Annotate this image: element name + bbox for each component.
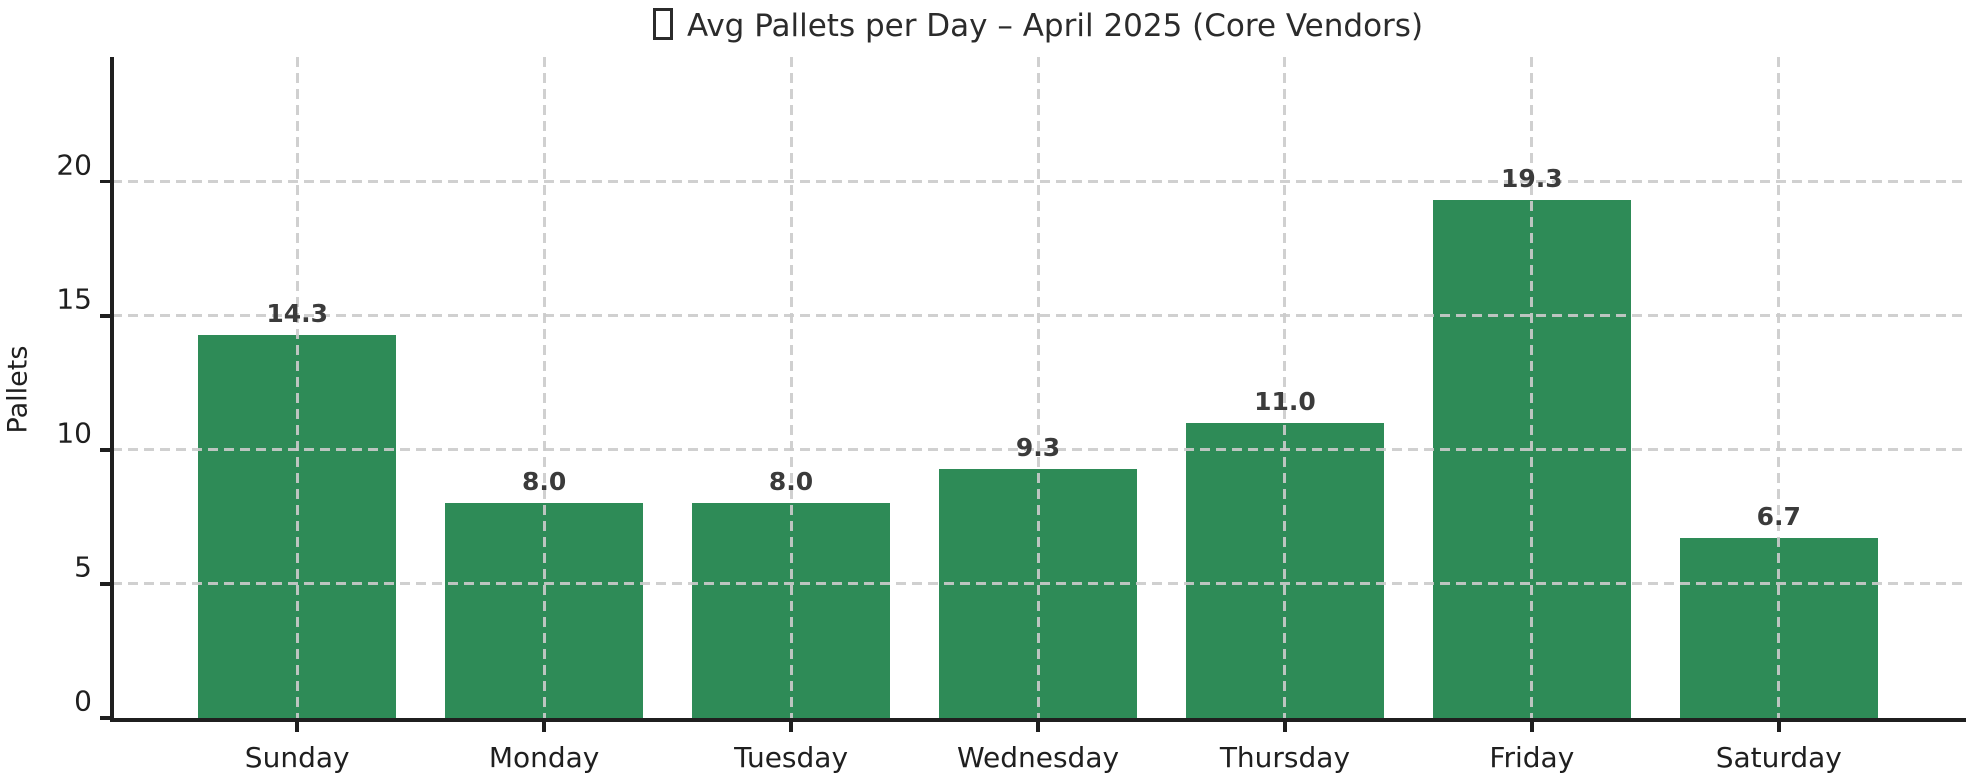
bar-value-friday: 19.3	[1501, 164, 1563, 194]
x-tick-mark-sunday	[295, 722, 299, 732]
x-tick-label-friday: Friday	[1489, 741, 1575, 774]
y-tick-label-0: 0	[74, 684, 92, 718]
bar-value-sunday: 14.3	[266, 298, 329, 328]
x-tick-mark-thursday	[1283, 722, 1287, 732]
v-gridline-friday	[1530, 57, 1534, 718]
v-gridline-tuesday	[789, 57, 793, 718]
y-tick-mark-5	[100, 582, 110, 586]
v-gridline-sunday	[295, 57, 299, 718]
x-tick-label-monday: Monday	[488, 741, 600, 774]
v-gridline-wednesday	[1036, 57, 1040, 718]
chart-title: Avg Pallets per Day – April 2025 (Core V…	[112, 8, 1964, 44]
y-tick-mark-15	[100, 314, 110, 318]
x-tick-mark-tuesday	[789, 722, 793, 732]
x-axis-spine	[110, 718, 1966, 722]
x-tick-mark-monday	[542, 722, 546, 732]
x-tick-label-sunday: Sunday	[244, 741, 350, 774]
y-tick-mark-0	[100, 716, 110, 720]
v-gridline-monday	[542, 57, 546, 718]
v-gridline-saturday	[1777, 57, 1781, 718]
x-tick-label-tuesday: Tuesday	[734, 741, 849, 774]
y-tick-label-5: 5	[74, 550, 92, 584]
chart-title-text: Avg Pallets per Day – April 2025 (Core V…	[686, 8, 1424, 44]
bar-value-tuesday: 8.0	[768, 467, 814, 497]
y-axis-spine	[110, 57, 114, 722]
x-tick-mark-wednesday	[1036, 722, 1040, 732]
bar-value-thursday: 11.0	[1254, 387, 1316, 417]
y-tick-label-15: 15	[56, 282, 92, 316]
bar-value-wednesday: 9.3	[1015, 432, 1061, 462]
y-tick-label-20: 20	[56, 148, 92, 182]
v-gridline-thursday	[1283, 57, 1287, 718]
y-tick-mark-10	[100, 448, 110, 452]
missing-emoji-icon	[652, 8, 673, 40]
y-tick-mark-20	[100, 179, 110, 184]
plot-area: 14.3 8.0 8.0 9.3 11.0 19.3 6.7 0 5 10 15 20 Sunday M…	[56, 57, 1966, 774]
x-tick-mark-friday	[1530, 722, 1534, 732]
bar-value-monday: 8.0	[521, 467, 567, 497]
x-tick-mark-saturday	[1777, 722, 1781, 732]
x-tick-label-thursday: Thursday	[1219, 741, 1351, 774]
x-tick-label-wednesday: Wednesday	[956, 741, 1120, 774]
bar-value-saturday: 6.7	[1756, 502, 1801, 532]
x-tick-label-saturday: Saturday	[1715, 741, 1842, 774]
y-tick-label-10: 10	[56, 416, 92, 450]
